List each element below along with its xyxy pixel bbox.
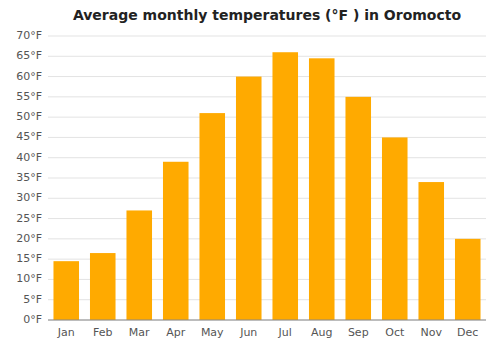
- grid-line: [48, 76, 486, 77]
- bar: [53, 261, 79, 320]
- x-tick-label: Mar: [129, 326, 150, 339]
- y-axis: 0°F 5°F 10°F 15°F 20°F 25°F 30°F 35°F 40°F 45°F 50…: [16, 29, 42, 326]
- grid-line: [48, 36, 486, 37]
- bar: [418, 182, 444, 320]
- y-tick-label: 65°F: [16, 49, 42, 62]
- x-tick-label: Aug: [311, 326, 332, 339]
- bar: [199, 113, 225, 320]
- grid-line: [48, 137, 486, 138]
- y-tick-label: 40°F: [16, 151, 42, 164]
- bar: [309, 58, 335, 320]
- chart-container: Average monthly temperatures (°F ) in Or…: [0, 0, 500, 350]
- grid-line: [48, 96, 486, 97]
- x-tick-label: Jul: [278, 326, 292, 339]
- grid-line: [48, 178, 486, 179]
- y-tick-label: 70°F: [16, 29, 42, 42]
- x-tick-label: Sep: [348, 326, 369, 339]
- x-tick-label: May: [201, 326, 224, 339]
- y-tick-label: 30°F: [16, 191, 42, 204]
- y-tick-label: 35°F: [16, 171, 42, 184]
- chart: Average monthly temperatures (°F ) in Or…: [0, 0, 500, 350]
- grid-line: [48, 117, 486, 118]
- x-tick-label: Nov: [421, 326, 443, 339]
- bars: [53, 52, 480, 320]
- x-axis: Jan Feb Mar Apr May Jun Jul Aug Sep Oct Nov Dec: [48, 320, 486, 339]
- y-tick-label: 20°F: [16, 232, 42, 245]
- grid: [48, 36, 486, 320]
- x-tick-label: Feb: [93, 326, 112, 339]
- y-tick-label: 55°F: [16, 90, 42, 103]
- y-tick-label: 10°F: [16, 272, 42, 285]
- bar: [126, 210, 152, 320]
- x-axis-line: [48, 320, 486, 321]
- grid-line: [48, 56, 486, 57]
- y-tick-label: 0°F: [23, 313, 42, 326]
- x-tick-label: Dec: [457, 326, 478, 339]
- x-tick-label: Apr: [166, 326, 186, 339]
- y-tick-label: 5°F: [23, 293, 42, 306]
- y-tick-label: 15°F: [16, 252, 42, 265]
- y-tick-label: 25°F: [16, 212, 42, 225]
- x-tick-label: Jan: [57, 326, 75, 339]
- bar: [236, 77, 262, 320]
- bar: [345, 97, 371, 320]
- y-tick-label: 60°F: [16, 70, 42, 83]
- grid-line: [48, 157, 486, 158]
- y-tick-label: 50°F: [16, 110, 42, 123]
- bar: [455, 239, 481, 320]
- bar: [90, 253, 116, 320]
- title: Average monthly temperatures (°F ) in Or…: [73, 7, 462, 23]
- bar: [382, 137, 408, 320]
- y-tick-label: 45°F: [16, 130, 42, 143]
- x-tick-label: Jun: [239, 326, 257, 339]
- bar: [272, 52, 298, 320]
- bar: [163, 162, 189, 320]
- grid-line: [48, 320, 486, 321]
- x-tick-label: Oct: [385, 326, 405, 339]
